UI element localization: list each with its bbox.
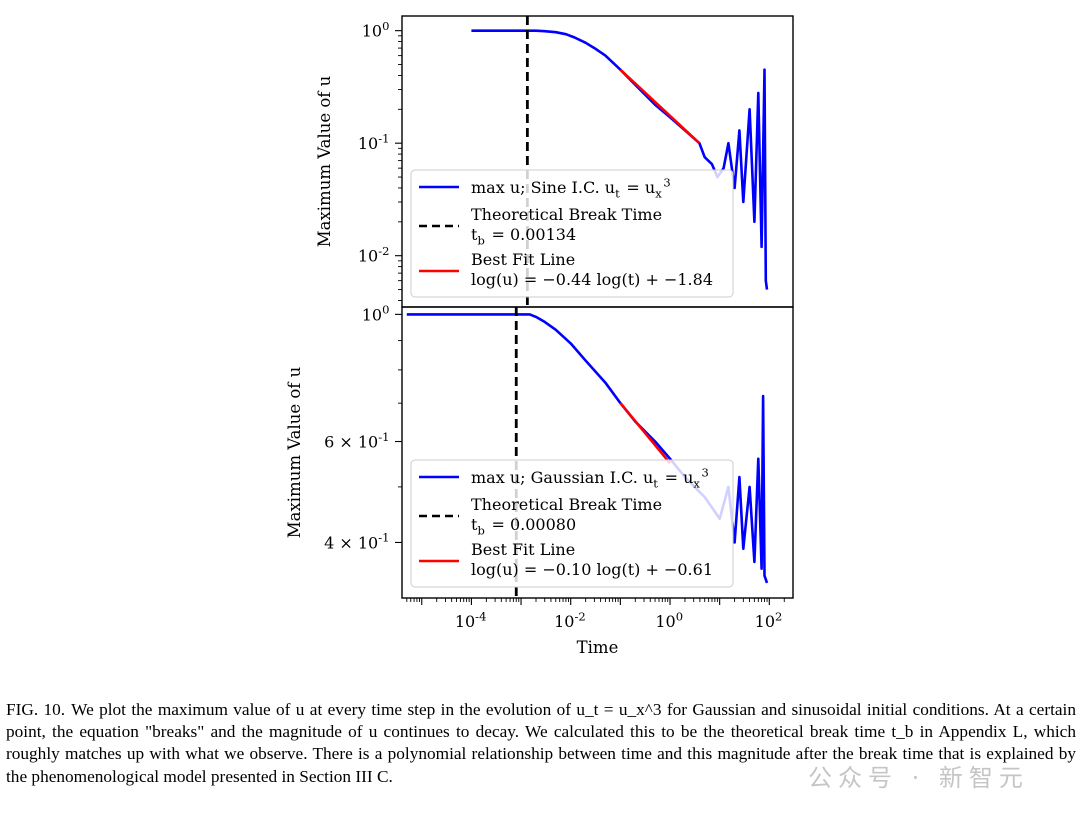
legend-label-max-u: max u; Gaussian I.C. ut = ux 3 xyxy=(471,465,710,490)
legend-box xyxy=(410,459,734,588)
y-tick-label: 10-2 xyxy=(358,244,391,266)
figure: 100 10-1 10-2 Maximum Value of u max u; S… xyxy=(285,15,794,657)
legend-label-fit: Best Fit Line xyxy=(471,250,575,269)
series-line-best-fit xyxy=(619,402,672,465)
legend-label-break: Theoretical Break Time xyxy=(471,495,662,514)
bottom-panel: 100 6 × 10-1 4 × 10-1 Maximum Value of u… xyxy=(285,303,794,599)
legend-label-fit: Best Fit Line xyxy=(471,540,575,559)
x-tick-label: 10-4 xyxy=(455,609,488,631)
legend-label-break: Theoretical Break Time xyxy=(471,205,662,224)
legend-box xyxy=(410,169,734,298)
x-tick-label: 100 xyxy=(655,609,684,631)
legend-label-fit-equation: log(u) = −0.44 log(t) + −1.84 xyxy=(471,270,713,289)
caption-label: FIG. 10. xyxy=(6,700,66,719)
top-panel: 100 10-1 10-2 Maximum Value of u max u; S… xyxy=(315,15,794,308)
legend-label-tb: tb = 0.00080 xyxy=(471,515,576,537)
x-tick-label: 10-2 xyxy=(554,609,587,631)
y-axis-label: Maximum Value of u xyxy=(285,366,304,538)
y-tick-label: 6 × 10-1 xyxy=(324,430,391,452)
legend-label-tb: tb = 0.00134 xyxy=(471,225,576,247)
legend-label-max-u: max u; Sine I.C. ut = ux 3 xyxy=(471,175,672,200)
caption-text: We plot the maximum value of u at every … xyxy=(6,700,1076,786)
legend-label-fit-equation: log(u) = −0.10 log(t) + −0.61 xyxy=(471,560,713,579)
figure-caption: FIG. 10. We plot the maximum value of u a… xyxy=(6,699,1076,788)
y-tick-label: 100 xyxy=(362,19,391,41)
y-tick-label: 10-1 xyxy=(358,131,391,153)
watermark: 公众号 · 新智元 xyxy=(808,764,1029,792)
y-tick-label: 100 xyxy=(362,303,391,325)
axes-frame xyxy=(401,306,794,599)
shared-x-axis: 10-4 10-2 100 102 Time xyxy=(406,598,785,657)
y-tick-label: 4 × 10-1 xyxy=(324,531,391,553)
series-line-best-fit xyxy=(619,68,701,145)
x-tick-label: 102 xyxy=(755,609,784,631)
y-axis-label: Maximum Value of u xyxy=(315,75,334,247)
x-axis-label: Time xyxy=(577,638,619,657)
